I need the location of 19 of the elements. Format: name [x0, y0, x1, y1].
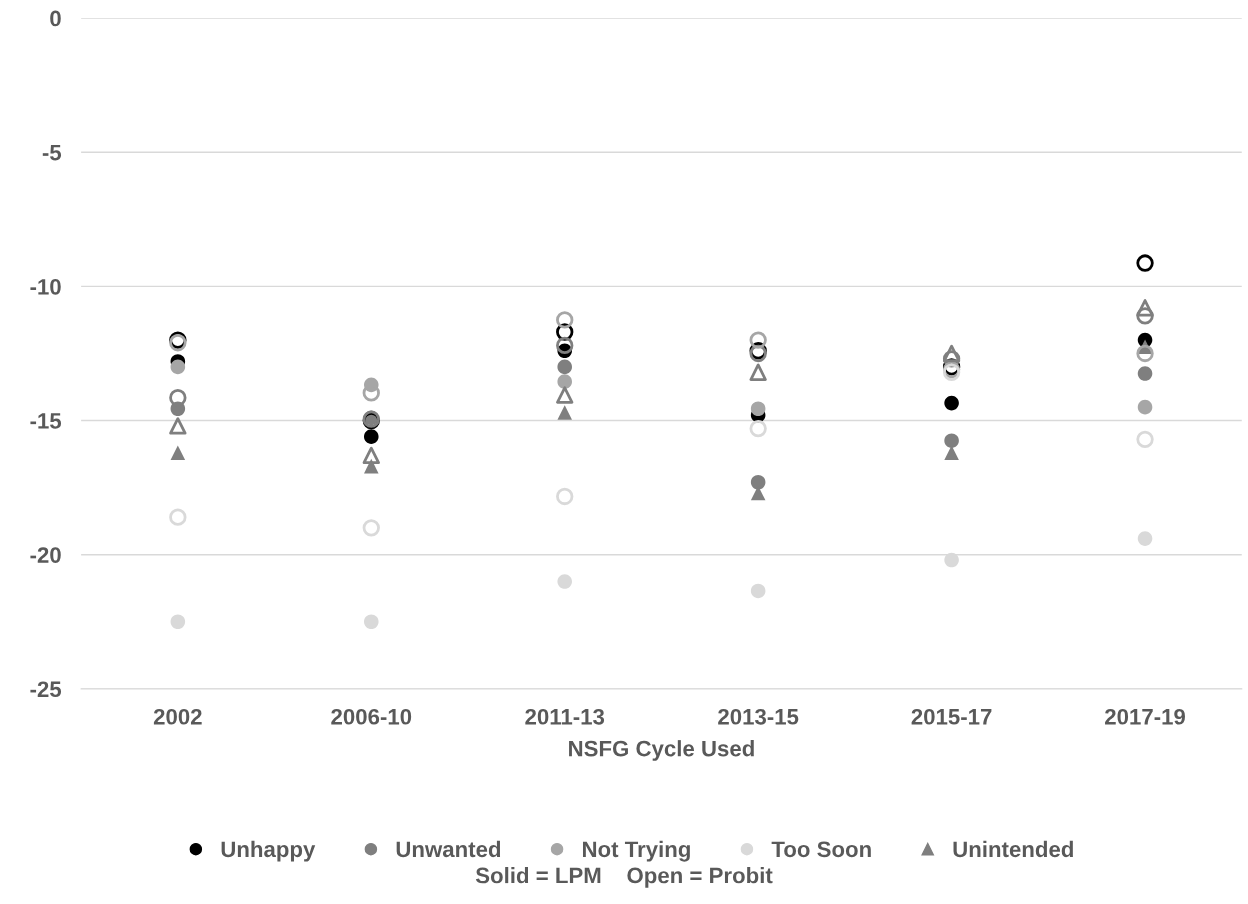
y-tick-label: -25	[30, 681, 62, 698]
legend-label: Unhappy	[221, 840, 316, 862]
y-tick-label: 0	[50, 10, 61, 27]
x-tick-label: 2006-10	[331, 708, 412, 725]
y-tick-label: -5	[42, 145, 62, 161]
x-tick-label: 2017-19	[1105, 708, 1185, 725]
y-tick-label: -15	[30, 413, 62, 429]
x-tick-label: 2011-13	[525, 708, 605, 725]
y-tick-label: -10	[30, 278, 61, 295]
legend-label: Unintended	[953, 840, 1073, 858]
x-tick-label: 2002	[153, 708, 202, 725]
text: Solid = LPM Open = Probit	[475, 867, 773, 888]
x-axis-title: NSFG Cycle Used	[569, 740, 754, 761]
x-tick-label: 2015-17	[911, 708, 992, 725]
x-tick-label: 2013-15	[718, 708, 799, 725]
legend-label: Too Soon	[771, 841, 871, 858]
y-tick-label: -20	[30, 547, 61, 563]
legend-label: Unwanted	[396, 840, 501, 858]
legend-label: Not Trying	[583, 840, 690, 862]
